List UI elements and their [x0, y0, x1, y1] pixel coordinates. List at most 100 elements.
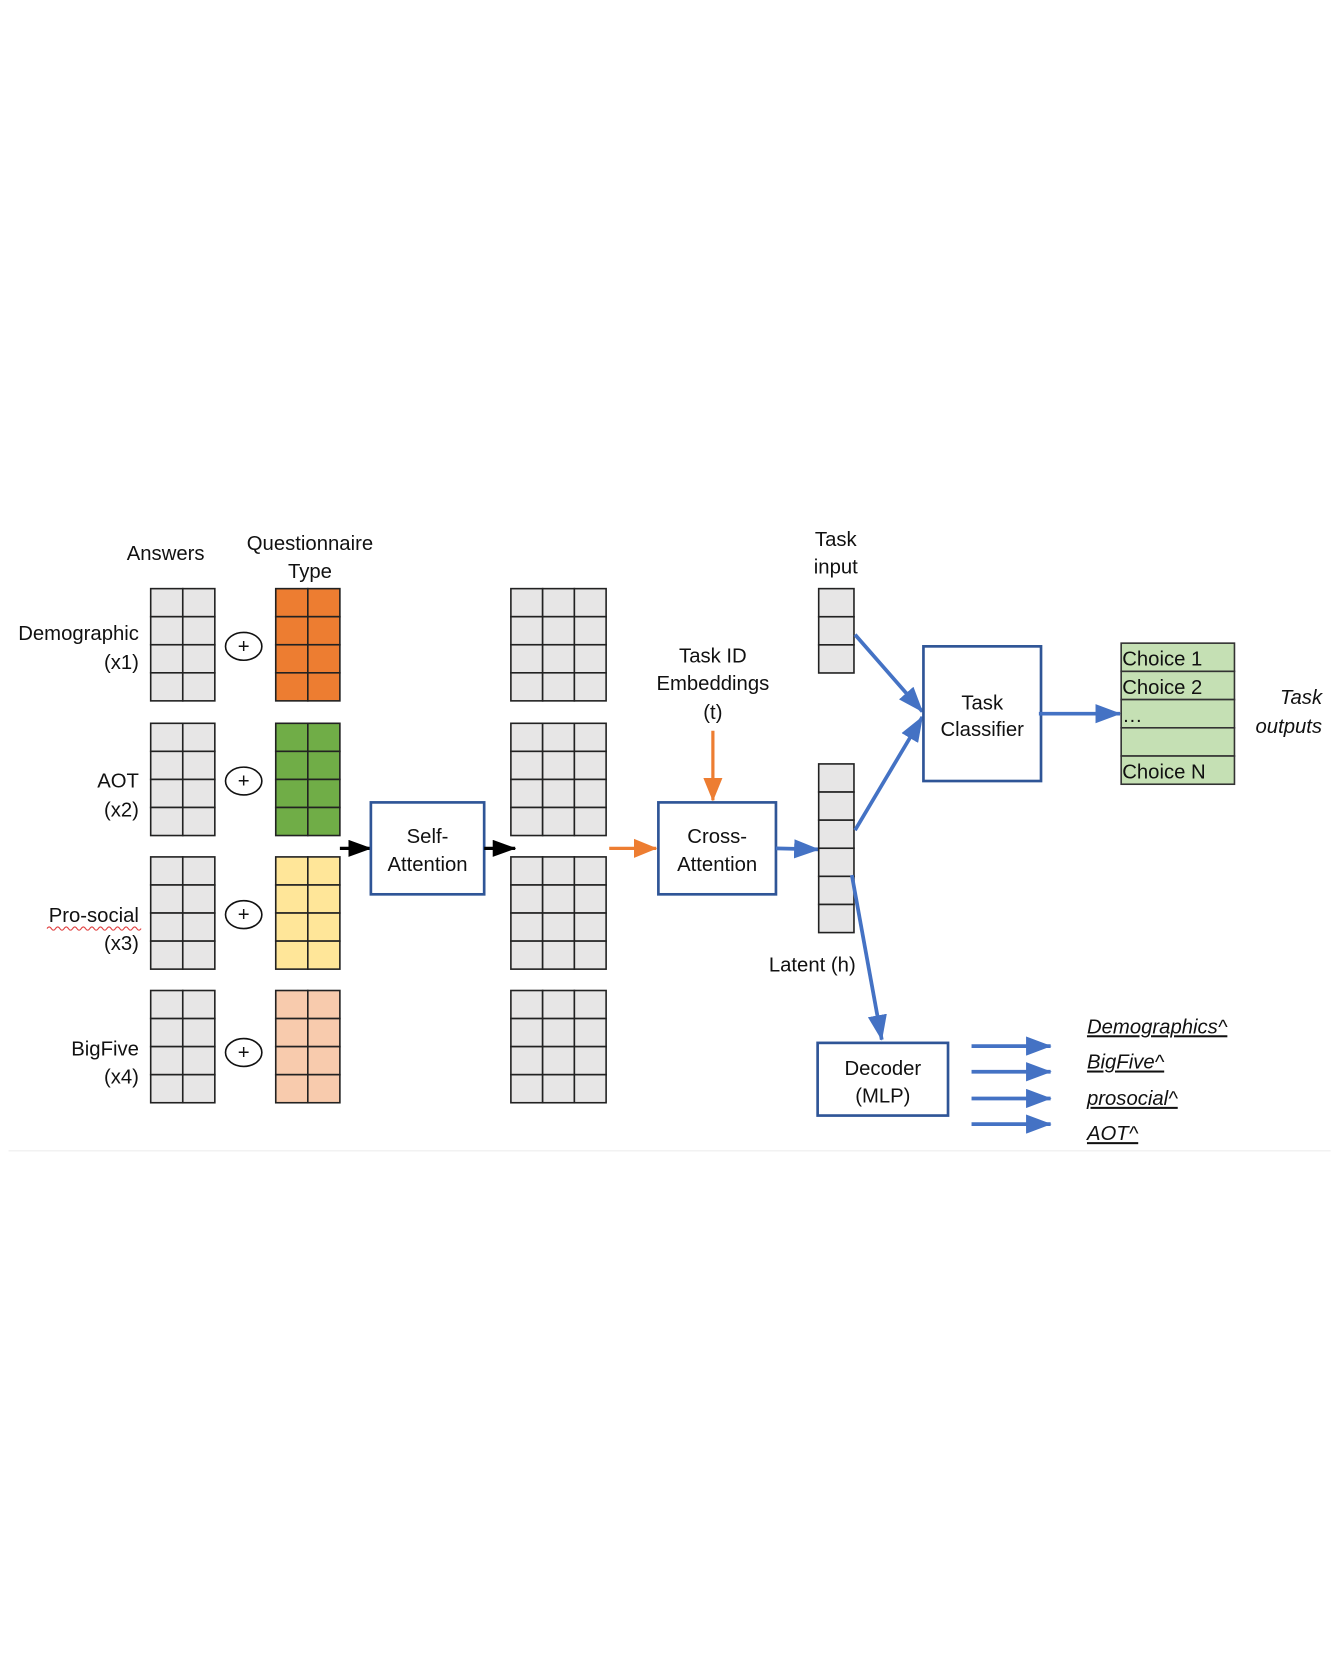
grid-cell	[307, 912, 341, 942]
task-id-label-line2: Embeddings	[656, 673, 769, 695]
grid-cell	[573, 587, 607, 618]
task-input-cells	[817, 587, 855, 674]
task-id-label-line1: Task ID	[679, 645, 747, 667]
grid-cell	[181, 722, 216, 753]
grid-cell	[181, 643, 216, 674]
grid-cell	[149, 587, 184, 618]
latent-vector	[817, 763, 855, 934]
grid-cell	[541, 912, 576, 942]
answers-grid	[149, 587, 216, 702]
grid-cell	[149, 806, 184, 837]
grid-cell	[817, 903, 855, 934]
decoder-output-label: Demographics^	[1087, 1016, 1228, 1038]
task-input-label-line2: input	[814, 557, 858, 579]
grid-cell	[307, 615, 341, 646]
cross-attention-label-line1: Cross-	[687, 826, 747, 848]
plus-circle-icon	[224, 766, 263, 796]
grid-cell	[510, 1017, 544, 1048]
grid-cell	[149, 1073, 184, 1104]
grid-cell	[307, 806, 341, 837]
grid-cell	[274, 643, 309, 674]
plus-symbol: +	[238, 770, 250, 792]
grid-cell	[274, 989, 309, 1020]
arrow-task-input-to-classifier	[853, 633, 924, 713]
choice-cell	[1120, 670, 1236, 701]
decoder-box	[816, 1041, 950, 1117]
grid-cell	[510, 672, 544, 702]
cross-attention-label-line2: Attention	[677, 854, 757, 876]
questionnaire-header-line2: Type	[288, 561, 332, 583]
grid-cell	[510, 912, 544, 942]
self-attention-label-line2: Attention	[387, 854, 467, 876]
grid-cell	[573, 1017, 607, 1048]
grid-cell	[149, 1045, 184, 1076]
grid-cell	[817, 763, 855, 793]
self-attention-label-line1: Self-	[407, 826, 449, 848]
grid-cell	[149, 722, 184, 753]
choice-cell	[1120, 698, 1236, 729]
questionnaire-type-grid	[274, 989, 341, 1104]
grid-cell	[541, 989, 576, 1020]
grid-cell	[274, 856, 309, 886]
grid-cell	[274, 615, 309, 646]
plus-circle-icon	[224, 899, 263, 930]
grid-cell	[573, 643, 607, 674]
grid-cell	[541, 750, 576, 781]
decoder-label-line1: Decoder	[844, 1058, 921, 1080]
grid-cell	[181, 940, 216, 970]
choice-cell	[1120, 755, 1236, 786]
grid-cell	[541, 1017, 576, 1048]
grid-cell	[510, 615, 544, 646]
grid-cell	[274, 940, 309, 970]
grid-cell	[149, 1017, 184, 1048]
grid-cell	[510, 940, 544, 970]
group-name-label: AOT	[97, 770, 139, 792]
grid-cell	[541, 643, 576, 674]
grid-cell	[149, 778, 184, 809]
decoder-label-line2: (MLP)	[855, 1086, 910, 1108]
choice-label: Choice 2	[1122, 677, 1202, 699]
grid-cell	[274, 1017, 309, 1048]
grid-cell	[181, 856, 216, 886]
grid-cell	[181, 989, 216, 1020]
plus-symbol: +	[238, 1042, 250, 1064]
grid-cell	[573, 884, 607, 914]
grid-cell	[181, 672, 216, 702]
group-count-label: (x4)	[104, 1066, 139, 1088]
plus-circle-icon	[224, 1037, 263, 1068]
grid-cell	[274, 1045, 309, 1076]
task-outputs-label-line2: outputs	[1256, 716, 1323, 738]
answers-header: Answers	[127, 543, 205, 565]
task-outputs-label-line1: Task	[1280, 687, 1323, 709]
grid-cell	[573, 912, 607, 942]
grid-cell	[181, 587, 216, 618]
spellcheck-underline	[46, 926, 142, 931]
grid-cell	[274, 884, 309, 914]
grid-cell	[541, 1045, 576, 1076]
arrow-latent-to-classifier	[853, 715, 924, 832]
grid-cell	[541, 940, 576, 970]
grid-cell	[573, 778, 607, 809]
decoder-output-label: AOT^	[1086, 1123, 1139, 1145]
plus-symbol: +	[238, 636, 250, 658]
grid-cell	[510, 1073, 544, 1104]
task-classifier-label-line2: Classifier	[940, 719, 1024, 741]
questionnaire-header-line1: Questionnaire	[247, 533, 373, 555]
choice-label: Choice 1	[1122, 649, 1202, 671]
grid-cell	[541, 884, 576, 914]
arrow-to-latent	[775, 839, 820, 859]
grid-cell	[817, 819, 855, 850]
attention-output-grid	[510, 989, 607, 1104]
arrow-latent-to-decoder	[849, 874, 887, 1041]
grid-cell	[307, 884, 341, 914]
grid-cell	[510, 587, 544, 618]
attention-output-grid	[510, 587, 607, 702]
input-groups: Demographic (x1) + AOT (x2) + Pro-social (x3) + B…	[18, 587, 341, 1104]
plus-symbol: +	[238, 904, 250, 926]
grid-cell	[181, 912, 216, 942]
grid-cell	[181, 778, 216, 809]
grid-cell	[307, 587, 341, 618]
group-count-label: (x1)	[104, 652, 139, 674]
grid-cell	[541, 806, 576, 837]
grid-cell	[510, 1045, 544, 1076]
